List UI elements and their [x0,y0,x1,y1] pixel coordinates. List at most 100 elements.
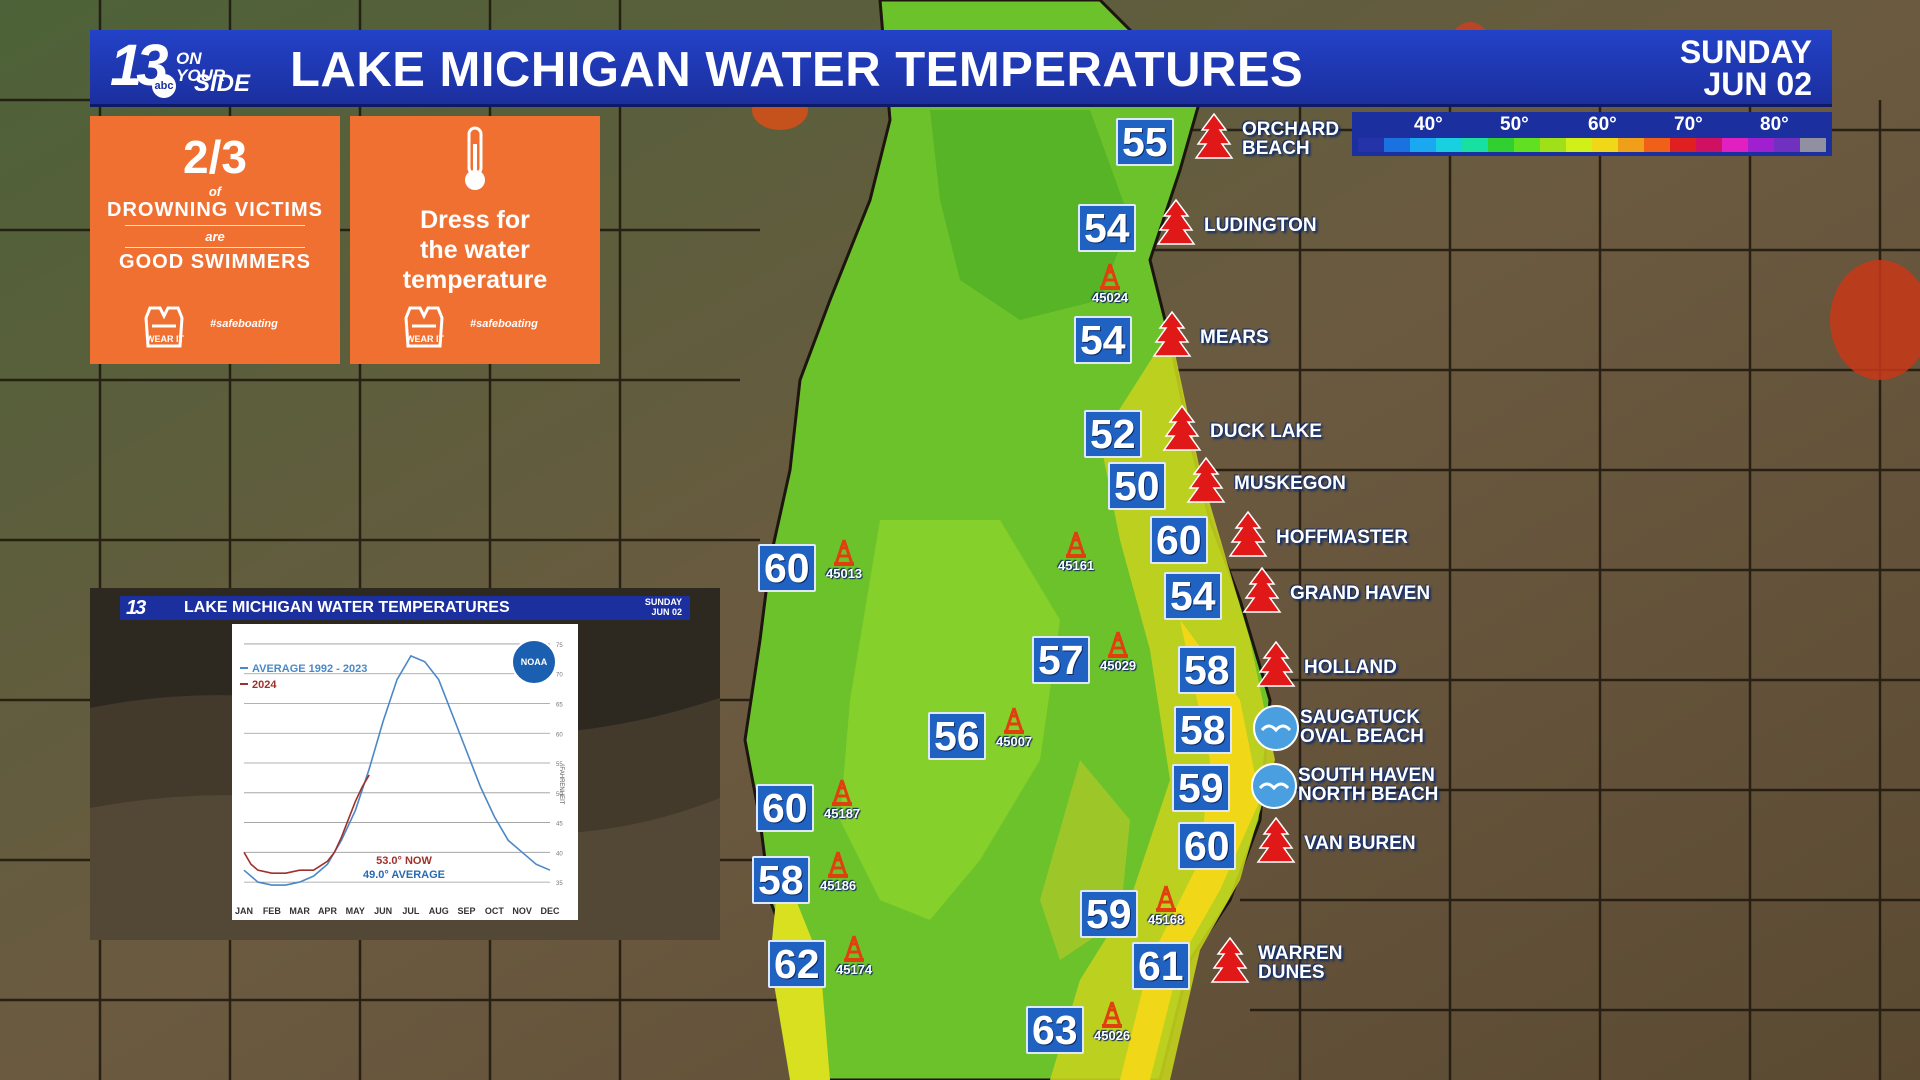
buoy-icon [1108,631,1128,658]
y-tick-label: 50 [556,792,563,798]
scale-swatch [1384,138,1410,152]
station-temp-mears: 54 [1074,316,1132,364]
life-jacket-icon [404,306,444,348]
month-label: JAN [235,906,253,916]
abc-logo: abc [152,74,176,98]
station-name-duck-lake: DUCK LAKE [1210,421,1322,442]
scale-swatch [1358,138,1384,152]
station-temp-saugatuck: 58 [1174,706,1232,754]
card-line: GOOD SWIMMERS [119,251,311,273]
buoy-temp-45013: 60 [758,544,816,592]
buoy-icon [1100,263,1120,290]
month-label: DEC [540,906,560,916]
y-tick-label: 55 [556,762,563,768]
scale-swatch [1748,138,1774,152]
buoy-temp-45174: 62 [768,940,826,988]
title-bar: 13 abc ON YOUR SIDE LAKE MICHIGAN WATER … [90,30,1832,107]
station-name-hoffmaster: HOFFMASTER [1276,527,1408,548]
scale-label: 60° [1588,114,1617,135]
buoy-icon [1066,531,1086,558]
scale-swatch [1566,138,1592,152]
station-temp-holland: 58 [1178,646,1236,694]
station-temp-grand-haven: 54 [1164,572,1222,620]
buoy-id-45024: 45024 [1092,290,1129,305]
scale-swatch [1410,138,1436,152]
month-label: JUN [374,906,392,916]
inset-title: LAKE MICHIGAN WATER TEMPERATURES [184,599,510,616]
scale-swatch [1722,138,1748,152]
date-label: JUN 02 [1703,66,1813,102]
buoy-icon [1102,1001,1122,1028]
beach-tree-icon [1156,198,1196,245]
thermometer-icon [465,126,485,190]
month-label: OCT [485,906,505,916]
message-line: temperature [402,266,548,294]
month-label: SEP [458,906,476,916]
y-tick-label: 60 [556,732,563,738]
month-label: MAR [289,906,310,916]
inset-date: SUNDAY JUN 02 [645,597,682,617]
month-label: APR [318,906,338,916]
scale-label: 70° [1674,114,1703,135]
station-temp-duck-lake: 52 [1084,410,1142,458]
scale-swatch [1644,138,1670,152]
station-name-holland: HOLLAND [1304,657,1397,678]
now-reading: 53.0° NOW [376,855,432,867]
station-name-orchard-beach: ORCHARD BEACH [1242,119,1340,159]
buoy-icon [828,851,848,878]
y-tick-label: 65 [556,702,563,708]
buoy-icon [844,935,864,962]
y-tick-label: 45 [556,822,563,828]
station-name-ludington: LUDINGTON [1204,215,1317,236]
beach-tree-icon [1242,566,1282,613]
y-tick-label: 40 [556,851,563,857]
buoy-temp-45187: 60 [756,784,814,832]
beach-tree-icon [1162,404,1202,451]
buoy-temp-45007: 56 [928,712,986,760]
station-logo: 13 abc ON YOUR SIDE [110,33,250,98]
message-line: Dress for [420,206,530,234]
buoy-icon [832,779,852,806]
buoy-id-45026: 45026 [1094,1028,1131,1043]
legend-label: AVERAGE 1992 - 2023 [252,663,367,675]
gull-icon [1251,763,1297,809]
station-temp-warren-dunes: 61 [1132,942,1190,990]
inset-day: SUNDAY [644,597,682,607]
scale-label: 80° [1760,114,1789,135]
buoy-id-45007: 45007 [996,734,1033,749]
buoy-icon [1156,885,1176,912]
hashtag: #safeboating [470,318,538,330]
temperature-line-chart: 35 40 45 50 55 60 65 70 75 °FAHRENHEIT JAN FEB MAR AP… [235,639,564,916]
buoy-temp-45029: 57 [1032,636,1090,684]
buoy-temp-45026: 63 [1026,1006,1084,1054]
station-name-van-buren: VAN BUREN [1304,833,1416,854]
scale-swatch [1774,138,1800,152]
scale-swatch [1540,138,1566,152]
page-title: LAKE MICHIGAN WATER TEMPERATURES [290,43,1304,97]
buoy-icon [834,539,854,566]
station-temp-orchard-beach: 55 [1116,118,1174,166]
date-block: SUNDAY JUN 02 [1680,36,1812,100]
scale-swatch [1592,138,1618,152]
logo-on-your: ON YOUR [176,49,226,85]
month-label: FEB [263,906,282,916]
fraction-stat: 2/3 [183,131,247,183]
inset-title-bar: 13 LAKE MICHIGAN WATER TEMPERATURES SUND… [120,596,690,620]
scale-swatch [1800,138,1826,152]
buoy-id-45187: 45187 [824,806,861,821]
station-name-mears: MEARS [1200,327,1269,348]
month-label: MAY [346,906,365,916]
buoy-id-45168: 45168 [1148,912,1185,927]
beach-tree-icon [1186,456,1226,503]
buoy-id-45174: 45174 [836,962,873,977]
y-axis-label: °FAHRENHEIT [558,764,564,805]
card-line: DROWNING VICTIMS [107,199,323,221]
beach-tree-icon [1256,816,1296,863]
y-tick-label: 70 [556,673,563,679]
message-line: the water [420,236,530,264]
wear-it-label: WEAR IT [146,334,184,344]
scale-swatch [1670,138,1696,152]
beach-tree-icon [1228,510,1268,557]
scale-swatch [1488,138,1514,152]
